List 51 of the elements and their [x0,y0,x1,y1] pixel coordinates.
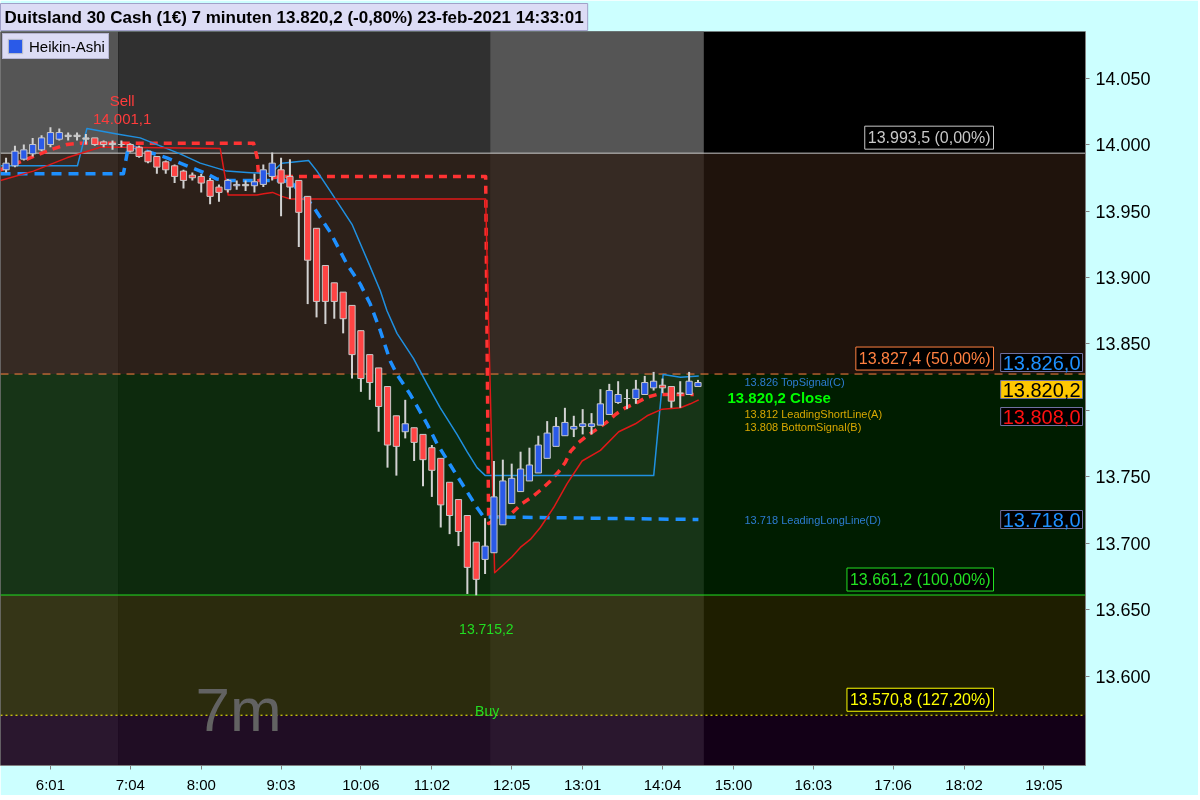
candlestick [171,163,179,185]
legend-label: Heikin-Ashi [29,37,105,55]
candlestick [587,412,596,436]
ref-line-label: 13.570,8 (127,20%) [849,691,991,709]
y-tick-label: 13.650 [1095,600,1151,621]
x-tick-label: 13:01 [563,775,602,793]
annotation: 13.715,2 [459,620,514,637]
x-tick-label: 17:06 [874,775,912,793]
candlestick [525,446,534,482]
annotation: 13.812 LeadingShortLine(A) [744,407,883,420]
y-tick-label: 13.600 [1095,666,1151,687]
annotation: 13.820,2 Close [727,389,831,406]
y-tick-label: 14.000 [1095,135,1151,156]
candlestick [516,450,525,493]
x-tick-label: 7:04 [115,775,145,793]
annotation: 13.718 LeadingLongLine(D) [744,513,881,526]
candlestick [667,385,675,409]
x-tick-label: 11:02 [413,775,451,793]
annotation: 13.808,0 [1002,405,1081,428]
y-tick-label: 14.050 [1095,68,1151,89]
candlestick [46,126,55,149]
y-tick-label: 13.850 [1095,334,1151,355]
annotation: 13.718,0 [1002,508,1081,531]
x-tick-label: 14:04 [643,775,682,793]
x-tick-label: 8:00 [186,775,216,793]
candlestick [596,388,605,427]
candlestick [250,172,259,194]
x-tick-label: 16:03 [794,775,833,793]
annotation: 13.826 TopSignal(C) [744,375,845,388]
annotation: Sell [109,92,135,110]
annotation: 13.808 BottomSignal(B) [744,420,862,433]
y-tick-label: 13.950 [1095,201,1151,222]
annotation: 13.826,0 [1002,351,1081,374]
ref-line-label: 13.661,2 (100,00%) [849,571,991,589]
x-tick-label: 19:05 [1025,775,1063,793]
x-tick-label: 6:01 [35,775,66,793]
x-tick-label: 12:05 [492,775,531,793]
y-tick-label: 13.700 [1095,533,1151,554]
x-tick-label: 15:00 [714,775,753,793]
annotation: Buy [475,702,500,719]
chart-title: Duitsland 30 Cash (1€) 7 minuten 13.820,2 (-0,80%) 23-feb-2021 14:33:01 [4,7,584,27]
annotation: 14.001,1 [92,110,152,128]
annotation: 13.820,2 [1002,378,1081,401]
ref-line-label: 13.827,4 (50,00%) [858,350,991,368]
y-tick-label: 13.750 [1095,467,1151,488]
x-tick-label: 10:06 [342,775,380,793]
x-tick-label: 18:02 [945,775,983,793]
x-tick-label: 9:03 [266,775,296,793]
line-series [0,127,700,477]
ref-line-label: 13.993,5 (0,00%) [867,129,991,147]
y-tick-label: 13.900 [1095,268,1151,288]
